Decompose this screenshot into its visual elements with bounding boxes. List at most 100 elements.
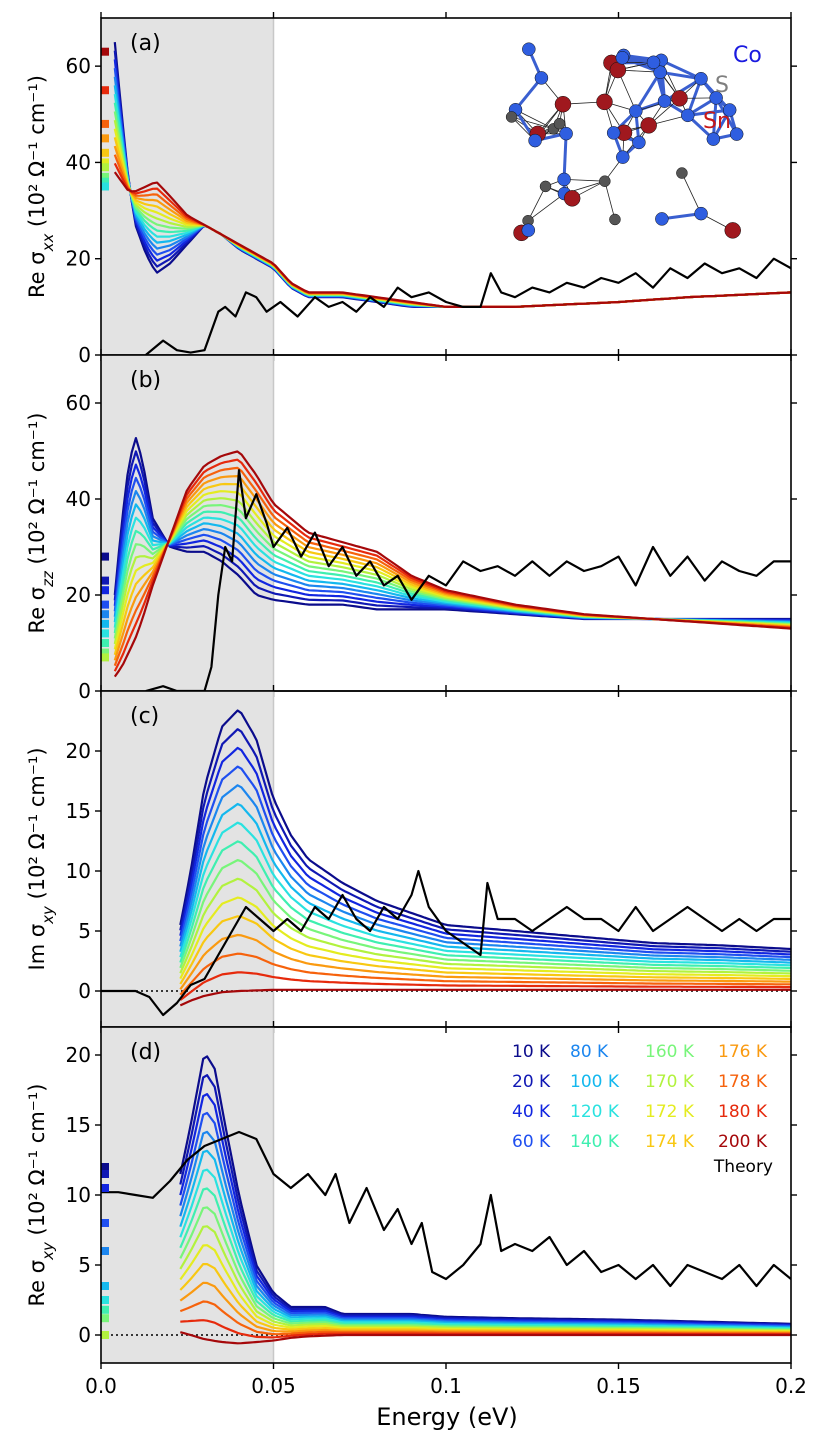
legend-entry: 60 K (512, 1132, 551, 1152)
dc-marker (101, 1184, 109, 1192)
atom-co (559, 126, 573, 141)
dc-marker (101, 1314, 109, 1323)
y-tick-label: 20 (66, 247, 91, 271)
y-tick-label: 5 (78, 919, 91, 943)
y-axis-label: Re σxy (10² Ω⁻¹ cm⁻¹) (25, 1084, 57, 1307)
dc-marker (101, 600, 109, 609)
dc-marker (101, 86, 109, 95)
y-tick-label: 10 (66, 859, 91, 883)
dc-marker (101, 182, 109, 191)
bond (527, 186, 546, 221)
dc-marker (101, 134, 109, 143)
legend-entry: 172 K (645, 1102, 695, 1122)
panel-label: (c) (130, 704, 159, 729)
x-tick-label: 0.2 (775, 1374, 807, 1398)
atom-co (646, 55, 661, 70)
series-line-20-K (179, 728, 791, 953)
atom-s (539, 180, 552, 193)
crystal-label: Co (733, 43, 762, 68)
dc-marker (101, 177, 109, 186)
plot-area (101, 41, 791, 355)
theory-line (145, 257, 791, 355)
atom-co (694, 71, 708, 86)
legend-entry: 140 K (570, 1132, 620, 1152)
crystal-structure-inset: CoS Sn (505, 42, 762, 242)
bond (564, 178, 605, 182)
series-line-176-K (179, 933, 791, 990)
plot-area (101, 709, 791, 1017)
theory-line (101, 869, 791, 1017)
atom-co (528, 133, 542, 148)
legend-entry: 10 K (512, 1042, 551, 1062)
atom-co (557, 172, 571, 187)
dc-marker (101, 552, 109, 561)
y-tick-label: 5 (78, 1253, 91, 1277)
series-line-200-K (113, 450, 791, 678)
dc-marker (101, 158, 109, 167)
dc-marker (101, 576, 109, 585)
panel-3: 0 5 10 15 20 (c) Im σxy (10² Ω⁻¹ cm⁻¹) (25, 685, 797, 1033)
legend-entry: 170 K (645, 1072, 695, 1092)
dc-marker (101, 1163, 109, 1171)
y-tick-label: 15 (66, 1113, 91, 1137)
bond (604, 181, 616, 220)
series-line-160-K (179, 858, 791, 972)
y-tick-label: 0 (78, 343, 91, 367)
dc-marker (101, 1305, 109, 1314)
legend-entry: 100 K (570, 1072, 620, 1092)
atom-co (729, 127, 744, 141)
legend-entry: 40 K (512, 1102, 551, 1122)
atom-s (505, 111, 518, 123)
bond (511, 116, 554, 130)
dc-marker (101, 648, 109, 657)
bond (515, 109, 554, 130)
panel-1: 0 20 40 60 (a) Re σxx (10² Ω⁻¹ cm⁻¹) (25, 12, 797, 367)
legend-entry: 178 K (718, 1072, 768, 1092)
atom-sn (640, 117, 657, 134)
panel-label: (b) (130, 368, 161, 393)
series-line-10-K (179, 709, 791, 951)
series-line-200-K (113, 171, 791, 308)
series-line-80-K (179, 784, 791, 961)
crystal-label: S (715, 73, 729, 98)
series-line-174-K (179, 915, 791, 985)
atom-co (521, 223, 536, 237)
dc-marker (101, 619, 109, 628)
y-tick-label: 0 (78, 679, 91, 703)
atom-co (657, 94, 672, 108)
atom-co (632, 135, 646, 150)
legend-entry: 20 K (512, 1072, 551, 1092)
bond (514, 76, 543, 111)
atom-s (676, 167, 688, 179)
dc-marker (101, 148, 109, 157)
atom-co (706, 132, 721, 146)
panel-label: (a) (130, 31, 161, 56)
atom-co (615, 51, 630, 65)
atom-co (606, 126, 621, 140)
series-line-178-K (179, 952, 791, 996)
series-line-140-K (179, 840, 791, 970)
bond (663, 77, 702, 103)
bond (562, 133, 568, 180)
legend-entry: 120 K (570, 1102, 620, 1122)
legend-entry: 180 K (718, 1102, 768, 1122)
x-tick-label: 0.1 (430, 1374, 462, 1398)
dc-marker (101, 629, 109, 638)
y-tick-label: 60 (66, 54, 91, 78)
y-tick-label: 40 (66, 487, 91, 511)
bond (681, 172, 702, 214)
atom-sn (563, 190, 581, 207)
atom-co (653, 65, 667, 79)
bond (659, 70, 702, 81)
y-tick-label: 20 (66, 583, 91, 607)
x-axis-label: Energy (eV) (376, 1403, 518, 1431)
panel-label: (d) (130, 1040, 161, 1065)
bond (527, 193, 565, 222)
series-line-180-K (179, 971, 791, 1001)
dc-marker (101, 163, 109, 172)
atom-co (629, 104, 643, 118)
bond (711, 97, 718, 140)
dc-marker (101, 1331, 109, 1339)
crystal-label: Sn (703, 109, 731, 134)
series-line-170-K (179, 877, 791, 975)
